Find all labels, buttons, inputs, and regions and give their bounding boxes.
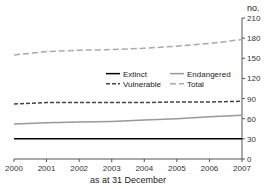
x-tick-label: 2007 xyxy=(233,164,251,173)
x-tick xyxy=(46,159,47,162)
y-tick-label: 90 xyxy=(247,95,256,104)
x-tick-label: 2000 xyxy=(5,164,23,173)
y-tick-label: 60 xyxy=(247,115,256,124)
line xyxy=(14,101,242,104)
x-tick-label: 2006 xyxy=(201,164,219,173)
x-tick xyxy=(79,159,80,162)
line xyxy=(14,39,242,54)
y-tick xyxy=(242,58,245,59)
x-axis-line xyxy=(14,159,242,160)
y-tick-label: 120 xyxy=(247,74,261,83)
line xyxy=(14,138,242,140)
y-tick-label: 180 xyxy=(247,34,261,43)
x-tick xyxy=(209,159,210,162)
x-tick xyxy=(14,159,15,162)
legend-label: Extinct xyxy=(123,70,148,79)
line xyxy=(14,115,242,124)
x-tick xyxy=(176,159,177,162)
legend-swatch xyxy=(106,83,120,85)
legend-swatch xyxy=(106,73,120,75)
y-axis-label: no. xyxy=(247,3,260,13)
x-tick-label: 2002 xyxy=(70,164,88,173)
x-tick-label: 2003 xyxy=(103,164,121,173)
y-tick xyxy=(242,138,245,139)
y-tick-label: 30 xyxy=(247,135,256,144)
y-tick xyxy=(242,159,245,160)
y-tick xyxy=(242,18,245,19)
y-tick xyxy=(242,38,245,39)
legend-label: Vulnerable xyxy=(123,80,162,89)
x-tick-label: 2001 xyxy=(38,164,56,173)
chart: 2000 2001 2002 2003 2004 2005 2006 20070 30 60 90 1… xyxy=(0,0,272,189)
x-axis-label: as at 31 December xyxy=(90,175,166,185)
y-tick-label: 0 xyxy=(247,155,252,164)
legend-swatch xyxy=(170,73,184,75)
x-tick xyxy=(144,159,145,162)
x-tick xyxy=(111,159,112,162)
plot-area xyxy=(14,39,242,138)
y-tick xyxy=(242,78,245,79)
x-tick-label: 2004 xyxy=(135,164,153,173)
y-tick-label: 150 xyxy=(247,54,261,63)
legend-swatch xyxy=(170,83,184,85)
legend: Extinct Endangered Vulnerable Total xyxy=(106,70,231,89)
y-tick-label: 210 xyxy=(247,14,261,23)
x-tick-label: 2005 xyxy=(168,164,186,173)
legend-label: Total xyxy=(187,80,204,89)
y-tick xyxy=(242,98,245,99)
y-tick xyxy=(242,118,245,119)
legend-label: Endangered xyxy=(187,70,231,79)
